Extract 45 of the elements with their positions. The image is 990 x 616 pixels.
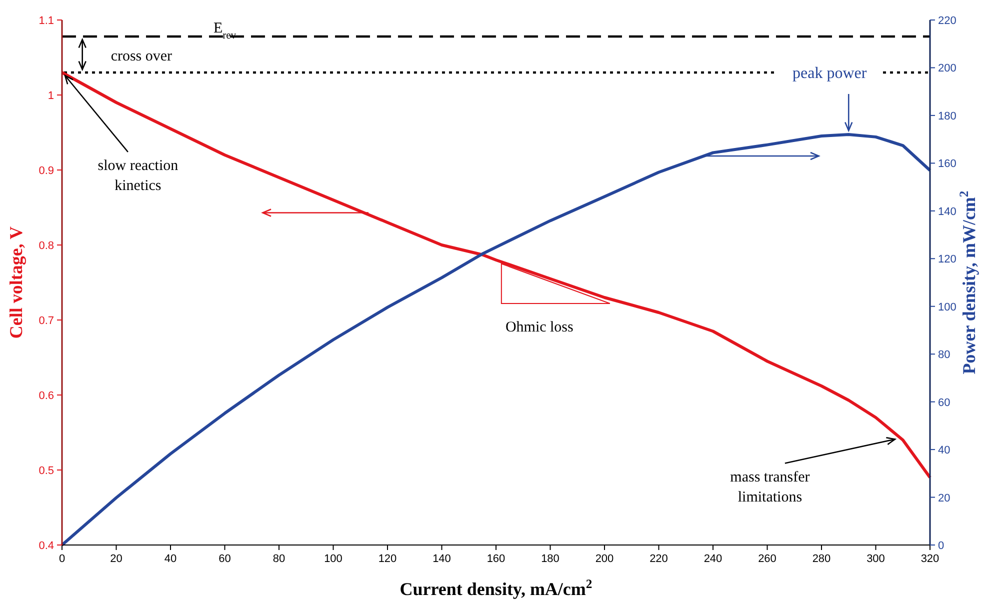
y-axis-title: Cell voltage, V (6, 226, 26, 339)
annotation: slow reaction kinetics (98, 158, 179, 194)
y-tick-label: 0.4 (38, 540, 54, 552)
y2-tick-label: 200 (938, 62, 956, 75)
y2-tick-label: 40 (938, 444, 950, 457)
y-tick-label: 0.8 (38, 240, 54, 252)
x-tick-label: 60 (218, 553, 231, 565)
x-tick-label: 140 (432, 553, 451, 565)
x-tick-label: 260 (758, 553, 776, 565)
y2-tick-label: 140 (938, 206, 956, 218)
y2-tick-label: 220 (938, 15, 956, 27)
x-tick-label: 320 (920, 553, 940, 565)
y2-tick-label: 20 (938, 492, 950, 504)
x-tick-label: 200 (595, 553, 614, 565)
annotation: Ohmic loss (505, 319, 574, 336)
x-tick-label: 180 (541, 553, 560, 565)
x-tick-label: 240 (704, 553, 722, 565)
annotation: mass transfer limitations (730, 469, 810, 506)
y2-tick-label: 80 (938, 349, 950, 362)
x-tick-label: 120 (378, 553, 397, 565)
y2-tick-label: 0 (938, 540, 944, 552)
y2-tick-label: 120 (938, 254, 956, 266)
x-tick-label: 80 (272, 553, 286, 565)
x-axis-title: Current density, mA/cm$^{2}$ (400, 577, 592, 599)
y-tick-label: 1 (48, 90, 54, 102)
y-tick-label: 0.6 (38, 390, 54, 402)
x-tick-label: 160 (486, 553, 506, 565)
x-tick-label: 100 (324, 553, 342, 565)
y2-tick-label: 60 (938, 396, 950, 409)
annotation: cross over (110, 48, 172, 64)
y2-tick-label: 180 (938, 110, 956, 122)
y-tick-label: 0.5 (38, 465, 54, 477)
x-tick-label: 20 (110, 553, 122, 565)
line-series (60, 133, 932, 546)
y-tick-label: 0.9 (38, 165, 54, 177)
y-tick-label: 0.7 (38, 315, 54, 327)
y2-tick-label: 100 (938, 301, 956, 314)
x-tick-label: 280 (812, 553, 831, 565)
x-tick-label: 40 (164, 553, 177, 565)
x-tick-label: 300 (866, 553, 885, 565)
x-tick-label: 0 (58, 553, 66, 565)
x-tick-label: 220 (650, 553, 668, 565)
annotation: peak power (792, 64, 868, 82)
y-tick-label: 1.1 (38, 15, 54, 27)
y2-tick-label: 160 (938, 158, 956, 170)
